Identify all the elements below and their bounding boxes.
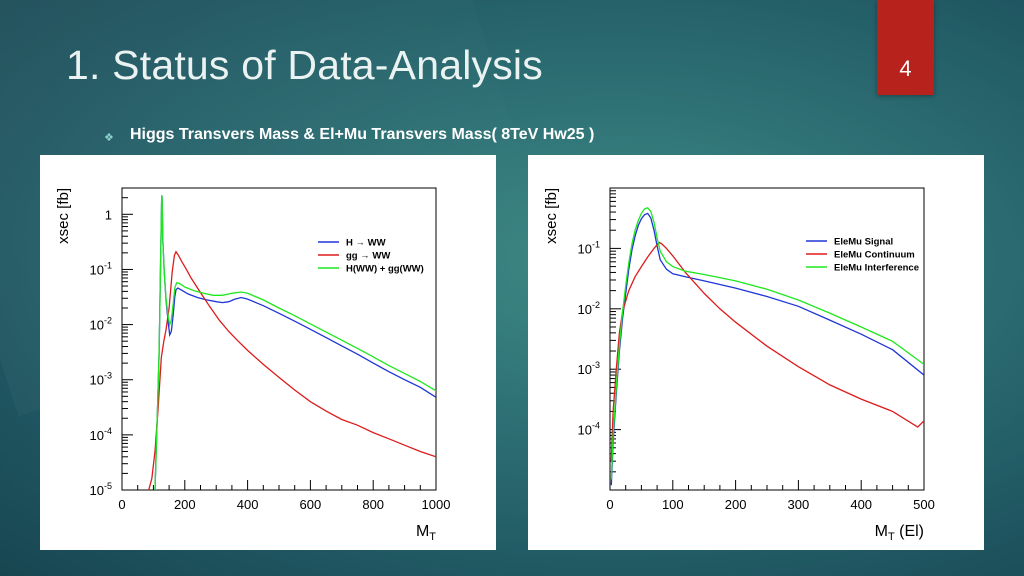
x-tick-label: 200	[725, 497, 747, 512]
x-tick-label: 500	[913, 497, 935, 512]
y-tick-label: 1	[105, 207, 112, 222]
x-tick-label: 600	[300, 497, 322, 512]
series-line-1	[154, 195, 436, 490]
series-line-2	[610, 241, 924, 462]
plot-frame	[121, 187, 437, 491]
chart-higgs-transverse-mass: 0 200 400 600 800 1000 1 10-1 10-2 10-3 10-4 10-5 xs…	[40, 155, 496, 550]
y-axis-label: xsec [fb]	[55, 188, 72, 244]
y-tick-label: 10-3	[578, 360, 600, 377]
chart-right-svg: 0 100 200 300 400 500 10-1 10-2 10-3 10-4 xsec [fb…	[543, 187, 935, 543]
series-line-3	[610, 207, 924, 480]
page-number-badge: 4	[877, 0, 934, 95]
diamond-bullet-icon: ❖	[104, 132, 114, 144]
y-axis-label: xsec [fb]	[543, 188, 560, 244]
x-tick-label: 800	[362, 497, 384, 512]
y-tick-label: 10-3	[90, 371, 112, 388]
x-axis-label: MT	[416, 523, 436, 543]
y-tick-label: 10-1	[90, 260, 112, 277]
legend-label: EleMu Signal	[834, 237, 893, 248]
x-tick-label: 0	[118, 497, 125, 512]
x-tick-label: 300	[788, 497, 810, 512]
x-tick-label: 400	[237, 497, 259, 512]
y-tick-label: 10-4	[578, 421, 600, 438]
bullet-text: Higgs Transvers Mass & El+Mu Transvers M…	[130, 126, 595, 143]
legend-label: EleMu Interference	[834, 263, 919, 274]
page-number: 4	[899, 56, 912, 81]
plot-frame	[609, 187, 925, 491]
legend-label: H → WW	[346, 238, 386, 249]
x-tick-label: 0	[606, 497, 613, 512]
legend-label: H(WW) + gg(WW)	[346, 264, 424, 275]
x-tick-label: 1000	[422, 497, 451, 512]
chart-elmu-transverse-mass: 0 100 200 300 400 500 10-1 10-2 10-3 10-4 xsec [fb…	[528, 155, 984, 550]
y-tick-label: 10-2	[90, 316, 112, 333]
slide-title: 1. Status of Data-Analysis	[66, 42, 543, 88]
x-tick-label: 400	[850, 497, 872, 512]
x-tick-label: 200	[174, 497, 196, 512]
y-tick-label: 10-5	[90, 481, 112, 498]
y-tick-label: 10-1	[578, 239, 600, 256]
legend-label: gg → WW	[346, 251, 390, 262]
chart-left-svg: 0 200 400 600 800 1000 1 10-1 10-2 10-3 10-4 10-5 xs…	[55, 187, 451, 543]
y-tick-label: 10-4	[90, 426, 112, 443]
x-tick-label: 100	[662, 497, 684, 512]
y-tick-label: 10-2	[578, 300, 600, 317]
series-line-2	[148, 250, 436, 490]
series-line-3	[154, 195, 436, 490]
x-axis-label: MT (El)	[875, 523, 924, 543]
legend-label: EleMu Continuum	[834, 250, 915, 261]
